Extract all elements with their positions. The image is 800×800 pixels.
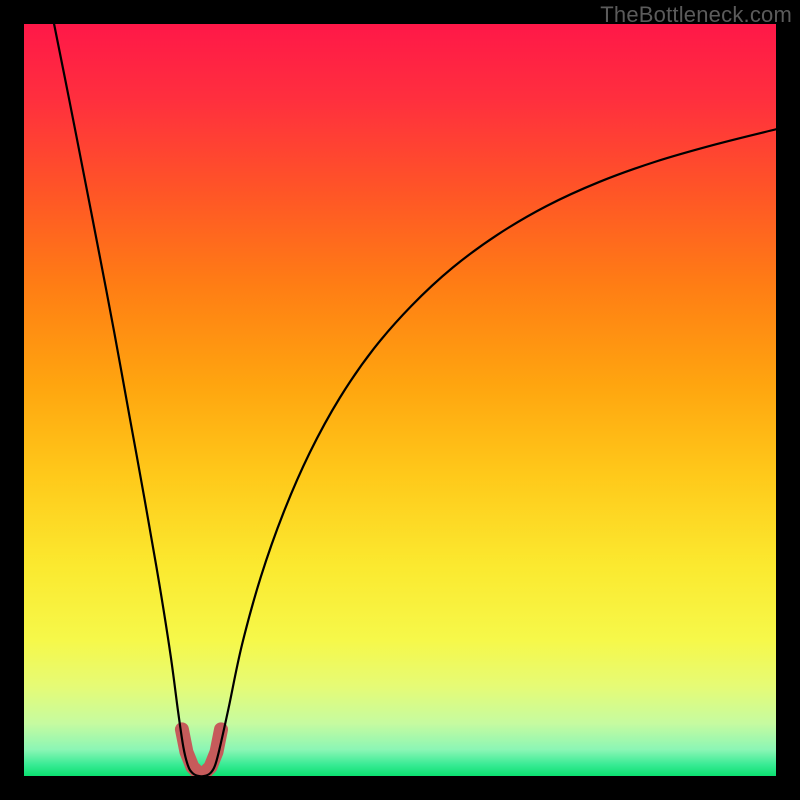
chart-plot-area [24,24,776,776]
chart-frame: TheBottleneck.com [0,0,800,800]
chart-background [24,24,776,776]
chart-svg [24,24,776,776]
watermark-text: TheBottleneck.com [600,2,792,28]
